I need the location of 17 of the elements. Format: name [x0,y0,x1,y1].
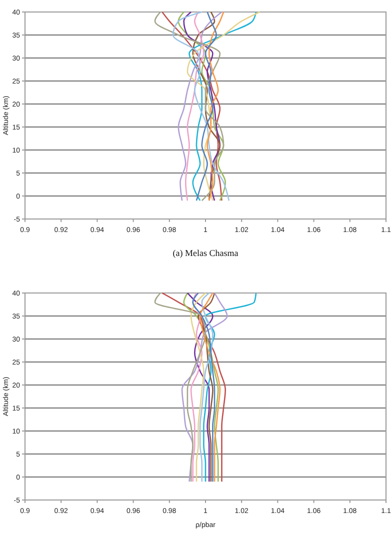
line-series [154,292,206,482]
line-series [192,292,216,482]
line-series [190,292,206,482]
line-series [192,11,221,202]
line-series [196,11,217,202]
line-series [184,11,204,202]
line-series [206,11,224,202]
line-series [183,11,221,202]
line-series [203,292,257,482]
line-series [172,11,230,202]
line-series [199,292,221,482]
line-series [186,292,214,482]
text: (a) Melas Chasma [172,248,238,258]
line-series [181,292,228,482]
line-series [190,292,203,482]
line-series [183,292,219,482]
line-series [162,292,226,482]
